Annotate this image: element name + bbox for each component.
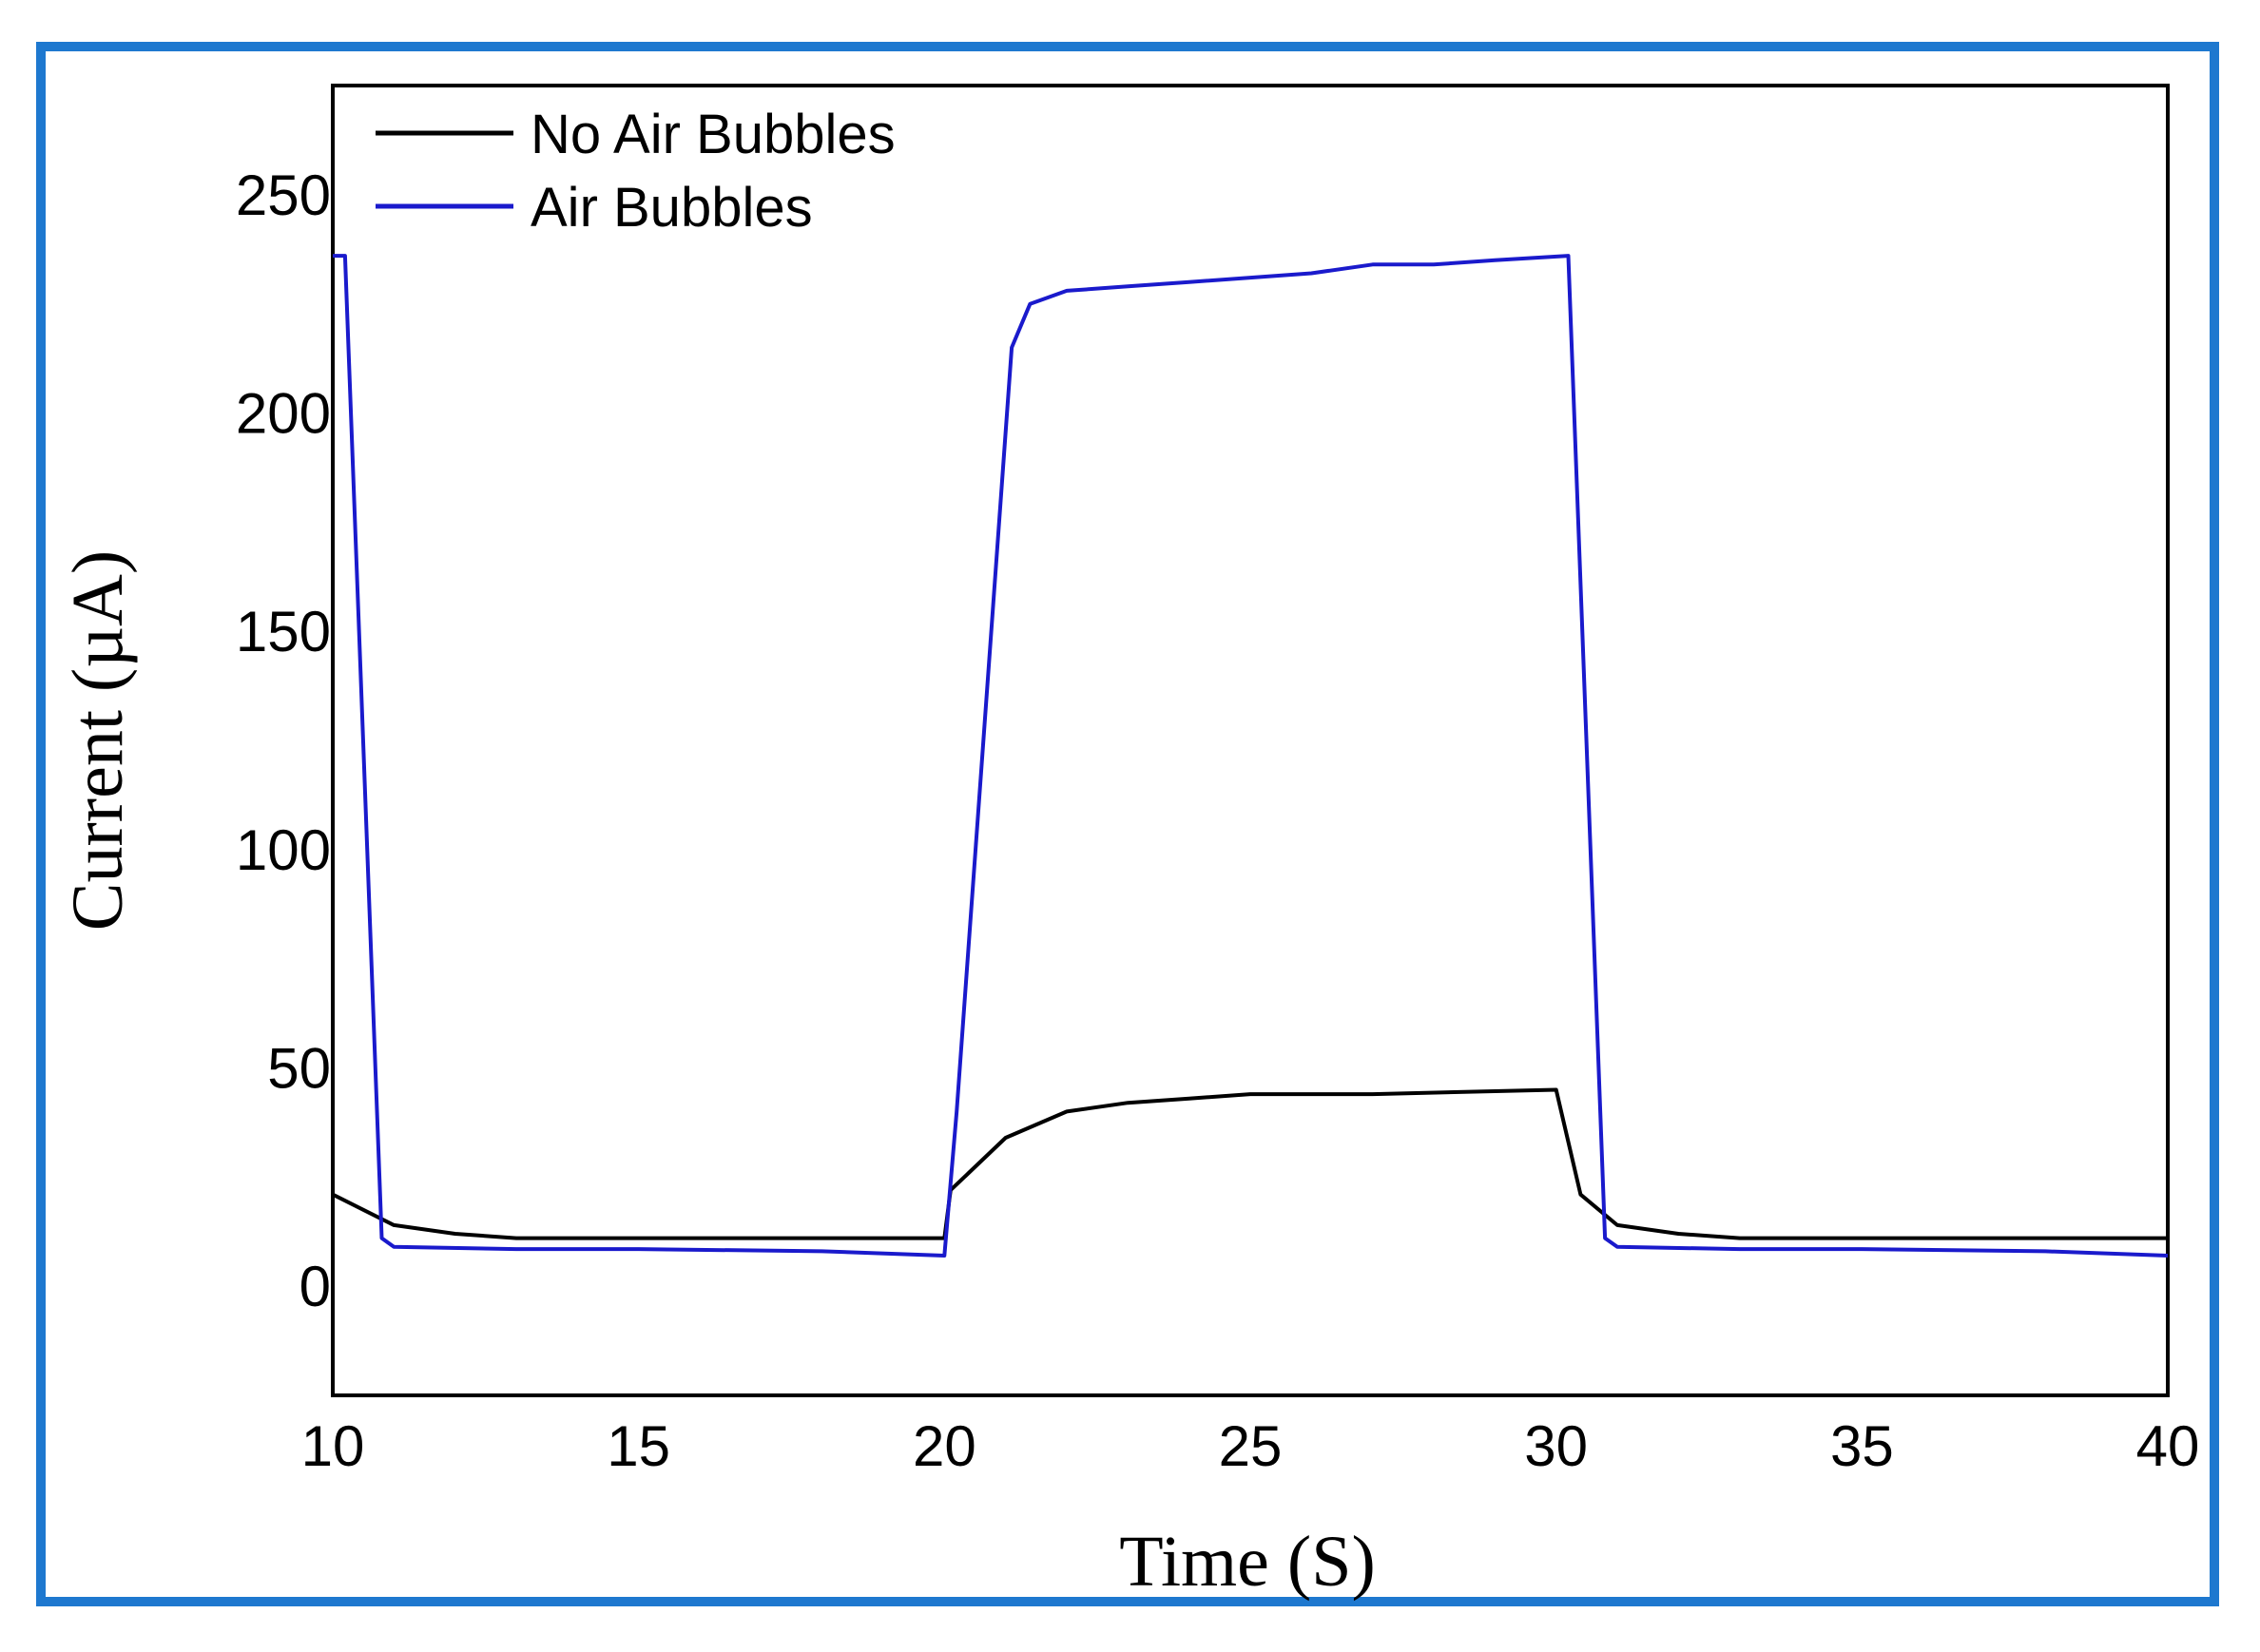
y-tick-label: 100	[236, 818, 331, 882]
y-tick-label: 150	[236, 600, 331, 663]
y-tick-label: 50	[267, 1037, 331, 1101]
x-tick-label: 30	[1524, 1414, 1588, 1478]
series-line-no-air-bubbles	[332, 1087, 2168, 1240]
x-tick-label: 35	[1830, 1414, 1894, 1478]
plot-area	[331, 84, 2170, 1397]
y-axis-title: Current (µA)	[58, 550, 138, 931]
series-layer	[332, 254, 2169, 1258]
x-tick-label: 25	[1219, 1414, 1283, 1478]
legend-label-air-bubbles: Air Bubbles	[531, 177, 813, 239]
y-axis: 0 50 100 150 200 250	[236, 163, 331, 1318]
x-axis: 10 15 20 25 30 35 40	[301, 1414, 2200, 1478]
y-tick-label: 200	[236, 382, 331, 446]
legend-label-no-air-bubbles: No Air Bubbles	[531, 104, 896, 165]
legend: No Air Bubbles Air Bubbles	[376, 104, 896, 239]
series-line-air-bubbles	[333, 254, 2169, 1258]
y-tick-label: 250	[236, 163, 331, 227]
x-axis-title: Time (S)	[1119, 1522, 1376, 1602]
y-tick-label: 0	[299, 1255, 331, 1318]
x-tick-label: 10	[301, 1414, 365, 1478]
x-tick-label: 20	[913, 1414, 976, 1478]
x-tick-label: 15	[607, 1414, 670, 1478]
x-tick-label: 40	[2136, 1414, 2200, 1478]
